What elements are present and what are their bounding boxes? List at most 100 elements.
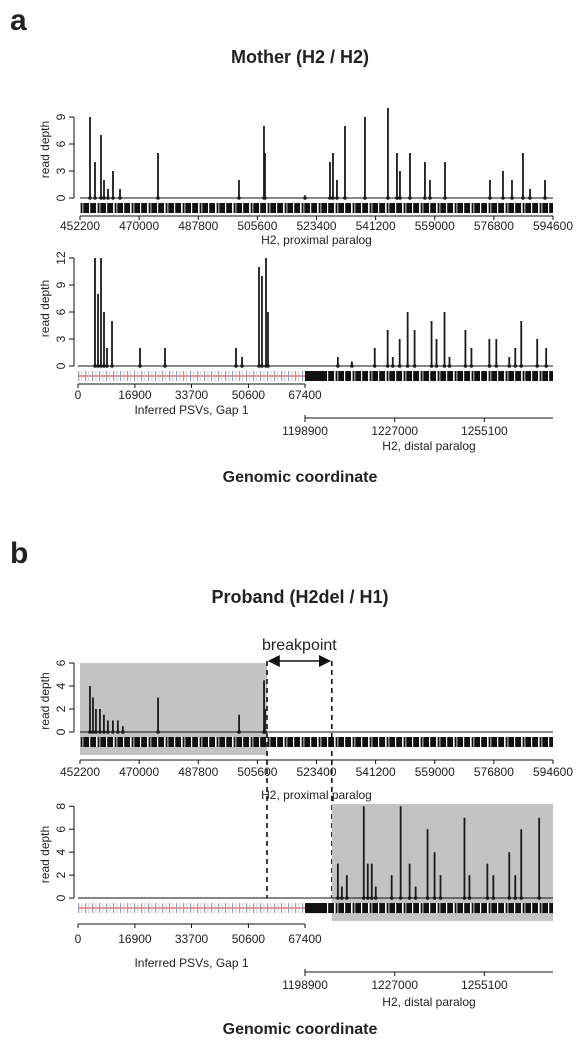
y-tick-label: 6	[54, 826, 68, 833]
chart-title: Mother (H2 / H2)	[231, 47, 369, 67]
spike-base	[372, 364, 377, 368]
spike-base	[234, 364, 238, 368]
spike-base	[395, 196, 399, 200]
x-tick-label: 559000	[415, 219, 455, 233]
x-tick-label: 0	[75, 388, 82, 402]
x-tick-label: 576800	[474, 219, 514, 233]
spike-base	[442, 364, 447, 368]
y-tick-label: 6	[54, 140, 68, 147]
spike-base	[343, 196, 347, 200]
spike-base	[412, 364, 417, 368]
spike-base	[111, 196, 115, 200]
spike-base	[485, 896, 490, 900]
spike-base	[487, 364, 492, 368]
spike-base	[237, 730, 241, 734]
shade	[331, 804, 553, 921]
spike-base	[398, 896, 403, 900]
y-tick-label: 2	[54, 871, 68, 878]
spike-base	[432, 896, 437, 900]
spike-base	[257, 364, 261, 368]
y-tick-label: 9	[54, 281, 68, 288]
spike-base	[361, 896, 366, 900]
breakpoint-label: breakpoint	[262, 637, 337, 654]
spike-base	[88, 730, 92, 734]
figure-x-label: Genomic coordinate	[223, 1021, 378, 1038]
spike-base	[106, 196, 110, 200]
spike-base	[425, 896, 430, 900]
spike-base	[363, 196, 367, 200]
spike-base	[93, 196, 97, 200]
spike-base	[111, 730, 115, 734]
x-tick-label: 487800	[178, 765, 218, 779]
x-tick-label: 541200	[356, 219, 396, 233]
x-tick-label: 67400	[288, 388, 322, 402]
x-tick-label: 470000	[119, 765, 159, 779]
spike-base	[385, 364, 390, 368]
spike-base	[423, 196, 427, 200]
y-tick-label: 6	[54, 308, 68, 315]
spike-base	[443, 196, 447, 200]
x-tick-label: 576800	[474, 765, 514, 779]
y-tick-label: 0	[54, 894, 68, 901]
spike-base	[336, 364, 340, 368]
spike-base	[99, 364, 103, 368]
y-axis-label: read depth	[38, 672, 52, 729]
spike-base	[91, 730, 95, 734]
spike-base	[507, 896, 512, 900]
spike-base	[105, 364, 109, 368]
spike-base	[513, 896, 518, 900]
gene-track-solid	[305, 371, 327, 381]
spike-base	[94, 730, 98, 734]
y-tick-label: 4	[54, 682, 68, 689]
gene-track	[80, 203, 553, 213]
x-tick-label: 559000	[415, 765, 455, 779]
y-tick-label: 9	[54, 113, 68, 120]
spike-base	[408, 196, 412, 200]
x-axis-label: H2, distal paralog	[382, 995, 475, 1009]
x-tick-label: 594600	[533, 765, 573, 779]
spike-base	[99, 196, 103, 200]
chart-title: Proband (H2del / H1)	[211, 587, 388, 607]
spike-base	[513, 364, 518, 368]
spike-base	[110, 364, 114, 368]
spike-base	[398, 196, 402, 200]
y-tick-label: 6	[54, 659, 68, 666]
x-tick-label: 541200	[356, 765, 396, 779]
spike-base	[535, 364, 540, 368]
spike-base	[336, 896, 340, 900]
spike-base	[118, 196, 122, 200]
spike-base	[462, 896, 467, 900]
x-tick-label: 505600	[237, 219, 277, 233]
spike-base	[260, 364, 264, 368]
y-tick-label: 0	[54, 194, 68, 201]
y-tick-label: 8	[54, 803, 68, 810]
x-axis-label: Inferred PSVs, Gap 1	[134, 956, 248, 970]
gene-track	[305, 903, 553, 914]
x-tick-label: 1198900	[282, 424, 328, 438]
spike-base	[102, 364, 106, 368]
spike-base	[488, 196, 492, 200]
spike-base	[463, 364, 468, 368]
spike-base	[521, 196, 525, 200]
spike-base	[88, 196, 92, 200]
spike-base	[510, 196, 514, 200]
gene-track	[80, 737, 553, 747]
spike-base	[116, 730, 120, 734]
y-tick-label: 3	[54, 167, 68, 174]
spike-base	[397, 364, 402, 368]
spike-base	[407, 896, 412, 900]
spike-base	[447, 364, 452, 368]
spike-base	[544, 364, 548, 368]
spike-base	[519, 364, 524, 368]
x-tick-label: 33700	[175, 932, 209, 946]
spike-base	[263, 196, 267, 200]
x-tick-label: 1227000	[371, 978, 418, 992]
x-axis-label: H2, proximal paralog	[261, 788, 372, 802]
y-tick-label: 0	[54, 728, 68, 735]
spike-base	[237, 196, 241, 200]
x-tick-label: 470000	[119, 219, 159, 233]
spike-base	[390, 364, 395, 368]
spike-base	[98, 730, 102, 734]
spike-base	[519, 896, 524, 900]
spike-base	[340, 896, 344, 900]
